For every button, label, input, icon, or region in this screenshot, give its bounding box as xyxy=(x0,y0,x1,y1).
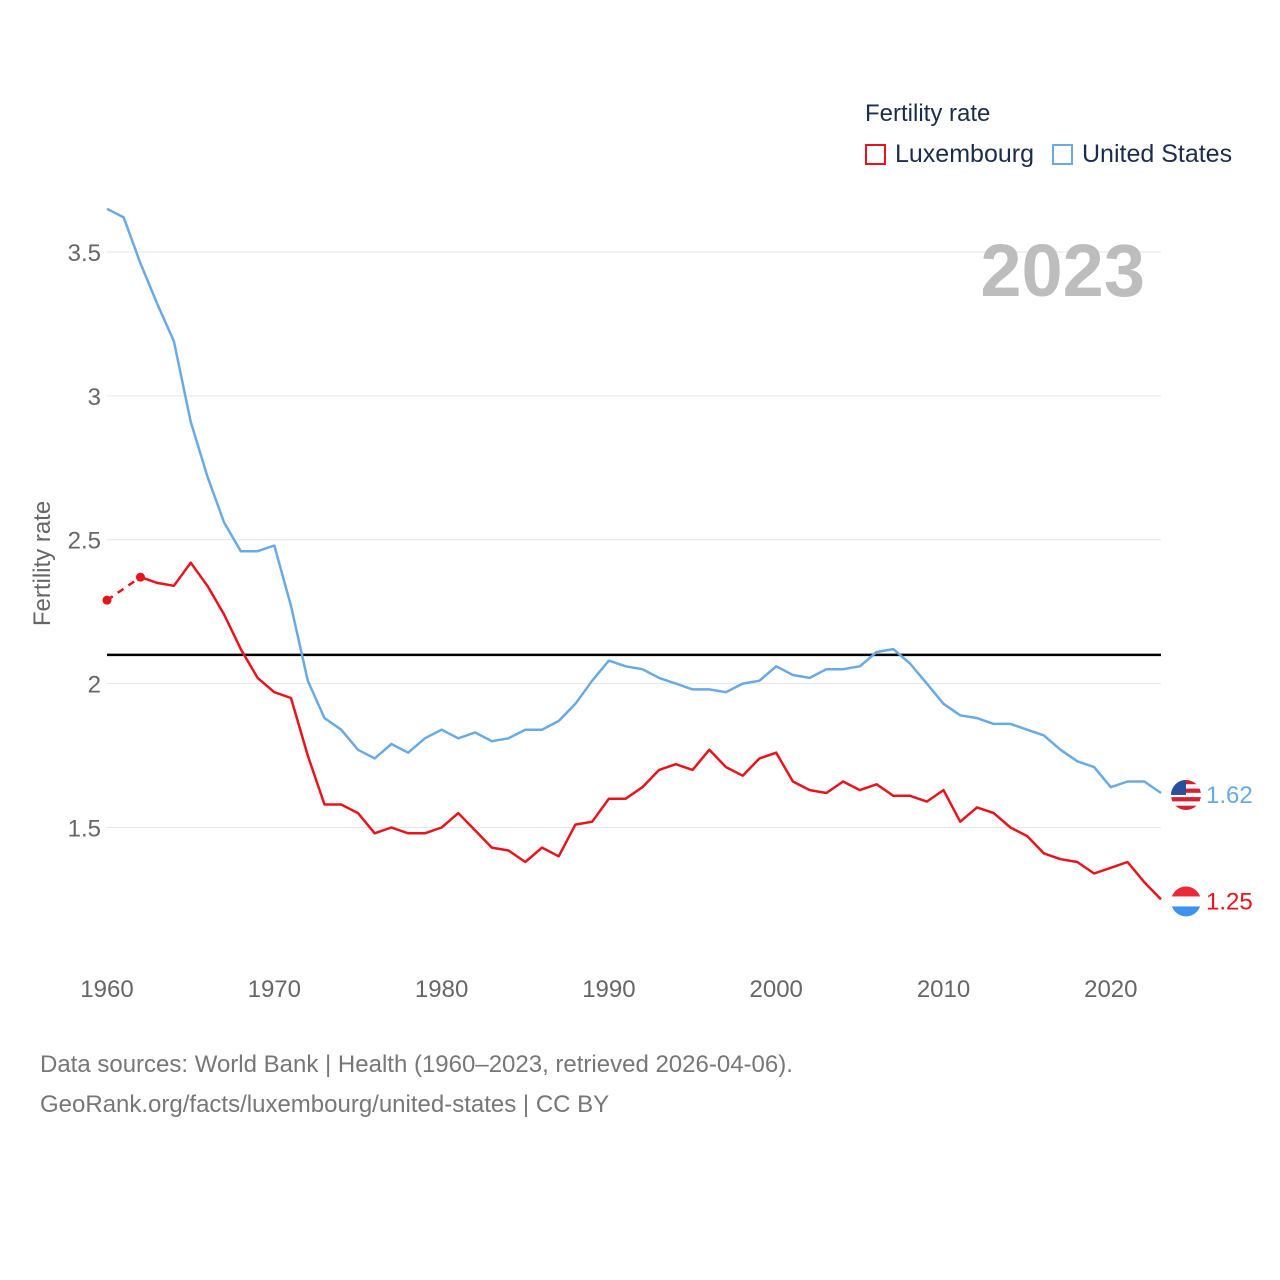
series-line-luxembourg xyxy=(140,561,1162,901)
year-watermark: 2023 xyxy=(980,229,1145,312)
flag-stripe-red xyxy=(1171,886,1201,897)
flag-stripe-blue xyxy=(1171,906,1201,917)
x-tick-label: 1990 xyxy=(582,976,635,1003)
series-estimate-point-luxembourg xyxy=(135,572,145,582)
x-tick-label: 1970 xyxy=(248,976,301,1003)
series-estimate-point-luxembourg xyxy=(102,595,112,605)
series-line-united-states xyxy=(106,207,1162,795)
source-note: Data sources: World Bank | Health (1960–… xyxy=(40,1045,793,1125)
legend-item-luxembourg[interactable]: Luxembourg xyxy=(865,140,1034,169)
flag-body xyxy=(1171,779,1201,810)
end-label-united-states: 1.62 xyxy=(1206,782,1253,809)
x-tick-label: 1980 xyxy=(415,976,468,1003)
series-estimate-line-luxembourg xyxy=(106,576,142,602)
legend-item-united-states[interactable]: United States xyxy=(1051,140,1233,169)
luxembourg-flag-icon xyxy=(1171,886,1201,917)
y-tick-label: 2.5 xyxy=(68,528,101,555)
x-tick-label: 2010 xyxy=(917,976,970,1003)
y-tick-label: 3 xyxy=(88,384,101,411)
flag-stripe xyxy=(1171,805,1201,810)
source-line-1: Data sources: World Bank | Health (1960–… xyxy=(40,1051,793,1078)
legend-title: Fertility rate xyxy=(865,100,991,127)
legend-swatch-united-states xyxy=(1051,144,1073,165)
x-tick-label: 2020 xyxy=(1084,976,1137,1003)
end-label-luxembourg: 1.25 xyxy=(1206,888,1253,915)
source-line-2[interactable]: GeoRank.org/facts/luxembourg/united-stat… xyxy=(40,1091,610,1118)
flag-stripe xyxy=(1171,797,1201,802)
flag-body xyxy=(1171,886,1201,917)
legend-label-luxembourg: Luxembourg xyxy=(895,140,1034,168)
flag-canton xyxy=(1171,779,1186,795)
x-tick-label: 2000 xyxy=(750,976,803,1003)
flag-stripe-white xyxy=(1171,896,1201,907)
y-tick-label: 2 xyxy=(88,672,101,699)
y-tick-label: 3.5 xyxy=(68,240,101,267)
legend: Fertility rate Luxembourg United States xyxy=(865,100,1250,169)
y-axis-title: Fertility rate xyxy=(29,501,56,626)
legend-label-united-states: United States xyxy=(1081,140,1233,168)
x-tick-label: 1960 xyxy=(80,976,133,1003)
legend-swatch-luxembourg xyxy=(865,144,886,165)
united-states-flag-icon xyxy=(1171,779,1201,810)
y-tick-label: 1.5 xyxy=(68,816,101,843)
